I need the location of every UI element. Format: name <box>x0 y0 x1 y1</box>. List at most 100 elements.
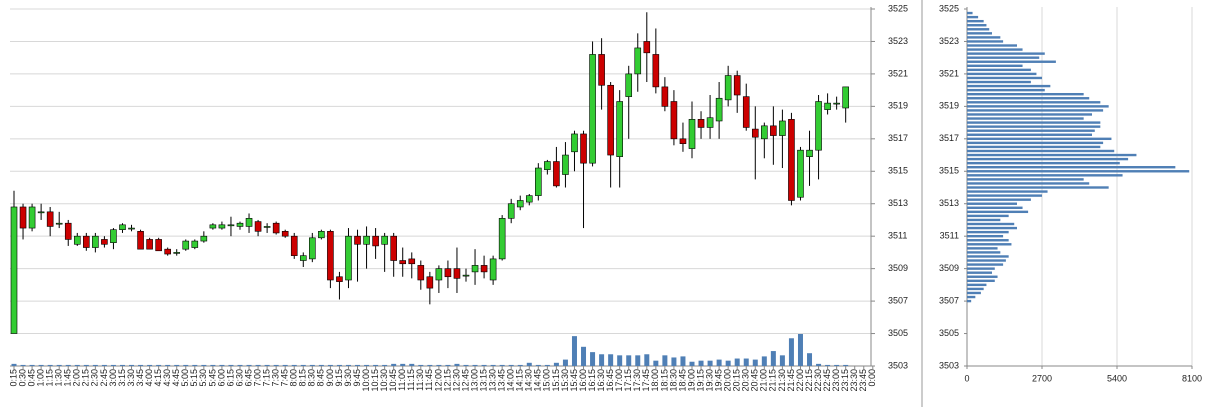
profile-bar <box>967 60 1056 63</box>
candle-body <box>209 224 217 229</box>
profile-bar <box>967 40 1004 43</box>
candle-body <box>354 235 361 245</box>
candle-body <box>788 119 795 201</box>
x-tick-label: 5400 <box>1107 373 1127 383</box>
volume-bar <box>608 354 614 366</box>
profile-bar <box>967 44 1017 47</box>
x-tick-label: 22:45 <box>822 369 832 392</box>
candle-body <box>173 252 181 254</box>
candle-body <box>779 120 786 136</box>
candle-body <box>742 96 750 128</box>
profile-bar <box>967 251 1001 254</box>
candle-body <box>544 161 551 170</box>
profile-bar <box>967 174 1123 177</box>
volume-bar <box>101 364 107 366</box>
candle-body <box>516 200 524 208</box>
x-tick-label: 8:15 <box>298 369 308 387</box>
candle-body <box>688 119 696 149</box>
volume-bar <box>228 364 234 366</box>
x-tick-label: 21:30 <box>777 369 787 392</box>
volume-bar <box>590 352 596 366</box>
x-tick-label: 18:45 <box>677 369 687 392</box>
volume-bar <box>761 356 767 366</box>
volume-bar <box>201 364 207 366</box>
profile-bar <box>967 275 998 278</box>
volume-bar <box>499 364 505 366</box>
candle-body <box>399 260 407 265</box>
profile-bar <box>967 295 976 299</box>
volume-bar <box>38 364 44 366</box>
profile-bar <box>967 52 1045 55</box>
y-tick-label: 3523 <box>888 36 908 46</box>
x-tick-label: 8:00 <box>289 369 299 387</box>
x-tick-label: 1:15 <box>45 369 55 387</box>
profile-bar <box>967 166 1176 169</box>
candle-body <box>83 235 90 248</box>
volume-bar <box>689 361 695 366</box>
x-tick-label: 21:45 <box>786 369 796 392</box>
y-tick-label: 3509 <box>888 263 908 273</box>
profile-bar <box>967 226 1017 230</box>
candle-body <box>471 265 479 273</box>
x-tick-label: 7:15 <box>261 369 271 387</box>
profile-bar <box>967 129 1095 132</box>
candle-body <box>299 255 307 261</box>
x-tick-label: 1:45 <box>63 369 73 387</box>
x-tick-label: 17:15 <box>623 369 633 392</box>
profile-bar <box>967 64 1023 67</box>
candle-body <box>37 211 45 214</box>
candle-body <box>164 248 171 255</box>
candle-body <box>101 239 108 245</box>
x-tick-label: 18:30 <box>668 369 678 392</box>
x-tick-label: 2:15 <box>81 369 91 387</box>
candle-body <box>679 138 687 144</box>
candle-body <box>706 117 714 128</box>
candle-body <box>46 211 54 227</box>
volume-bar <box>291 364 297 366</box>
x-tick-label: 23:00 <box>831 369 841 392</box>
volume-bar <box>210 364 216 366</box>
profile-bar <box>967 259 1006 262</box>
volume-bar <box>436 364 442 366</box>
volume-bar <box>526 362 532 366</box>
volume-bar <box>327 364 333 366</box>
volume-bar <box>65 364 71 366</box>
x-tick-label: 23:15 <box>840 369 850 392</box>
candle-body <box>751 128 759 138</box>
candle-body <box>417 265 425 281</box>
candle-body <box>327 231 334 281</box>
y-tick-label: 3521 <box>888 68 908 78</box>
x-tick-label: 21:00 <box>759 369 769 392</box>
candle-body <box>309 237 316 260</box>
candle-body <box>55 222 63 225</box>
x-tick-label: 0:30 <box>17 369 27 387</box>
y-tick-label: 3507 <box>888 295 908 305</box>
candle-body <box>733 75 741 96</box>
volume-bar <box>11 363 17 366</box>
volume-bar <box>355 364 361 366</box>
profile-bar <box>967 271 992 274</box>
candle-body <box>155 239 162 252</box>
profile-bar <box>967 32 992 35</box>
x-tick-label: 5:00 <box>180 369 190 387</box>
volume-bar <box>716 359 722 366</box>
candle-body <box>625 73 633 97</box>
candle-body <box>128 227 135 230</box>
candle-body <box>806 149 813 157</box>
x-tick-label: 19:15 <box>695 369 705 392</box>
x-tick-label: 9:15 <box>334 369 344 387</box>
y-tick-label: 3525 <box>888 3 908 13</box>
volume-bar <box>788 338 794 366</box>
candle-body <box>589 54 596 164</box>
volume-bar <box>373 364 379 366</box>
x-tick-label: 21:15 <box>768 369 778 392</box>
x-tick-label: 17:00 <box>614 369 624 392</box>
x-tick-label: 20:00 <box>723 369 733 392</box>
x-tick-label: 3:15 <box>117 369 127 387</box>
profile-bar <box>967 84 1051 88</box>
y-tick-label: 3517 <box>939 133 959 143</box>
profile-bar <box>967 190 1048 193</box>
profile-bar <box>967 214 1009 218</box>
candle-body <box>598 54 605 86</box>
